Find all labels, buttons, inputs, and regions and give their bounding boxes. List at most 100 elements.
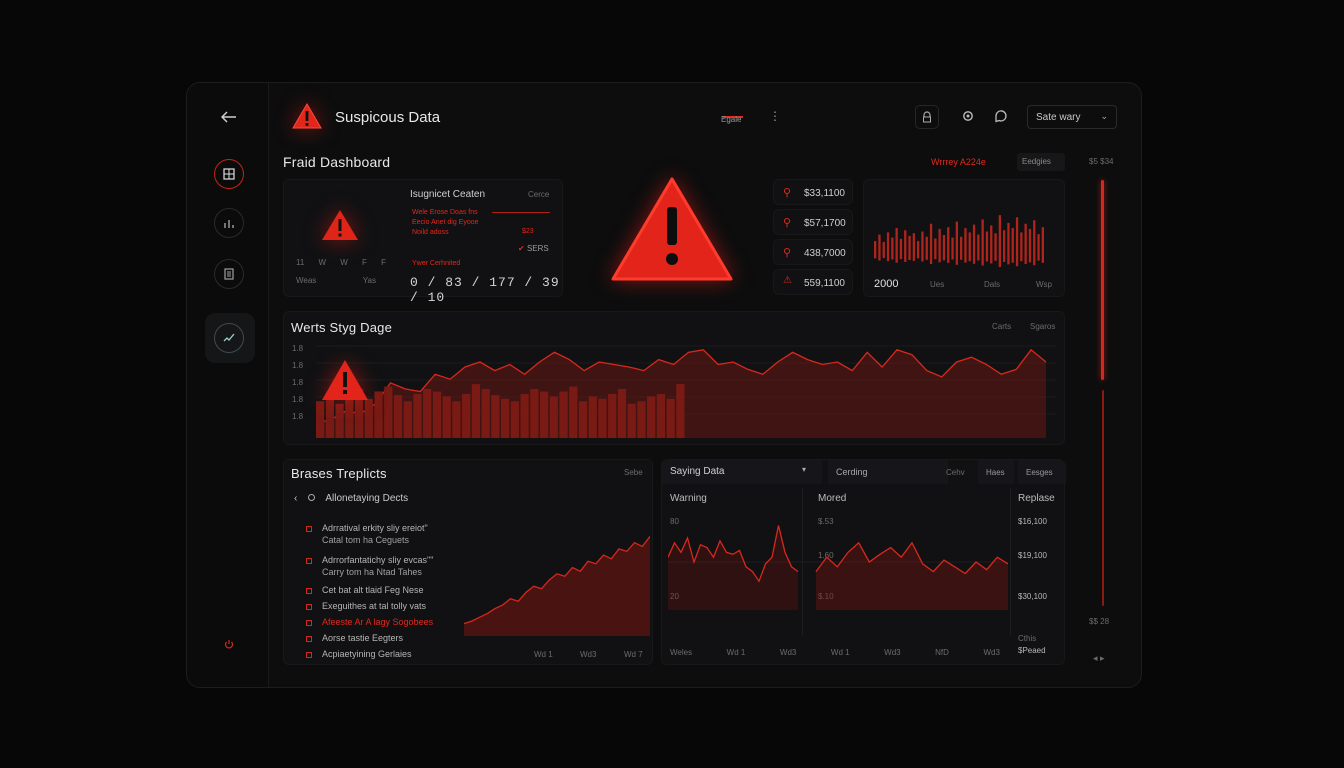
stat-row[interactable]: ⚲ $33,1100 — [773, 179, 853, 205]
check-icon: ✔ — [518, 244, 525, 253]
gear-icon[interactable] — [961, 109, 975, 128]
group-toggle[interactable]: ‹ Allonetaying Dects — [294, 493, 408, 504]
pager-arrows-icon[interactable]: ◂ ▸ — [1093, 653, 1105, 663]
bars-label: Ues — [930, 280, 945, 289]
day-label: W — [340, 258, 348, 267]
breach-series-line — [464, 536, 650, 625]
sort-select[interactable]: Sate wary ⌄ — [1027, 105, 1117, 129]
y-tick: 1.8 — [292, 344, 304, 353]
lock-icon[interactable] — [915, 105, 939, 129]
list-item[interactable]: Cet bat alt tlaid Feg Nese — [306, 584, 424, 596]
checkbox-icon[interactable] — [306, 557, 312, 564]
alert-icon: ⚠ — [783, 275, 792, 286]
sidebar-item-analytics[interactable] — [214, 208, 244, 238]
sidebar-item-reports[interactable] — [214, 259, 244, 289]
list-item[interactable]: Adrratival erkity sliy ereiot" Catal tom … — [306, 522, 428, 546]
bars-label: Dals — [984, 280, 1001, 289]
bar — [951, 237, 954, 260]
chart-bar — [539, 391, 549, 438]
checkbox-icon[interactable] — [306, 603, 312, 610]
chevron-down-icon: ▾ — [802, 465, 807, 474]
chart-bar — [354, 389, 364, 438]
more-icon[interactable]: ⋮ — [769, 109, 781, 123]
x-label: Wd3 — [779, 648, 797, 657]
check-label: SERS — [526, 244, 549, 253]
warning-series-area — [668, 525, 798, 610]
sidebar-item-activity[interactable] — [214, 323, 244, 353]
document-icon — [224, 268, 234, 280]
corner-label: $5 $34 — [1089, 157, 1114, 166]
bar — [942, 234, 946, 261]
bar — [964, 228, 967, 263]
x-label: Wd 1 — [726, 648, 746, 657]
bar — [912, 233, 915, 261]
list-item[interactable]: Aorse tastie Eegters — [306, 632, 403, 644]
y-tick: 1.8 — [292, 412, 304, 421]
stat-value: 559,1100 — [804, 278, 845, 289]
list-item[interactable]: Adrrorfantatichy sliy evcas"" Carry tom h… — [306, 554, 433, 578]
bar — [908, 235, 911, 261]
status-badge[interactable]: Eedgies — [1017, 153, 1065, 171]
chart-bar — [569, 386, 578, 438]
tab-cerding[interactable]: Cerding — [828, 460, 948, 484]
saying-panel: Saying Data ▾ Cerding Cehv Haes Eesges W… — [661, 459, 1066, 665]
y-tick: 1.60 — [818, 551, 834, 560]
scroll-thumb[interactable] — [1101, 180, 1104, 380]
dashboard-title: Fraid Dashboard — [283, 154, 391, 170]
list-item-title: Afeeste Ar A lagy Sogobees — [322, 617, 434, 627]
sidebar-item-dashboard[interactable] — [214, 159, 244, 189]
checkbox-icon[interactable] — [306, 587, 312, 594]
bar — [1033, 220, 1036, 266]
list-item-subtitle: Catal tom ha Ceguets — [322, 535, 410, 545]
warning-status: Wrrrey A224e — [931, 157, 986, 167]
checkbox-icon[interactable] — [306, 619, 312, 626]
chart-bar — [393, 395, 403, 438]
bar — [1024, 223, 1027, 265]
checkbox-icon[interactable] — [306, 635, 312, 642]
back-arrow-icon[interactable] — [214, 102, 244, 132]
checkbox-icon[interactable] — [306, 651, 312, 658]
bar — [998, 215, 1001, 267]
bar — [904, 230, 907, 262]
sidebar-item-settings[interactable] — [214, 629, 244, 659]
bar — [972, 224, 976, 264]
tab-indicator — [723, 116, 743, 118]
stat-row[interactable]: ⚲ $57,1700 — [773, 209, 853, 235]
bar — [925, 236, 928, 260]
tab-egale[interactable]: Egale — [721, 115, 742, 124]
stat-row[interactable]: ⚠ 559,1100 — [773, 269, 853, 295]
list-item[interactable]: Exeguithes at tal tolly vats — [306, 600, 426, 612]
breach-series-area — [464, 536, 650, 636]
value: $30,100 — [1018, 592, 1047, 601]
scroll-label: $$ 28 — [1089, 617, 1110, 626]
bar — [1003, 230, 1006, 262]
breaches-panel: Brases Treplicts Sebe ‹ Allonetaying Dec… — [283, 459, 653, 665]
scroll-rail[interactable] — [1102, 390, 1104, 606]
chart-bar — [666, 398, 675, 438]
card-corner[interactable]: Cerce — [528, 190, 550, 199]
sidebar — [187, 83, 269, 687]
saying-title-bar[interactable]: Saying Data ▾ — [662, 460, 822, 484]
chart-bar — [374, 391, 383, 438]
breaches-corner[interactable]: Sebe — [624, 468, 643, 477]
list-item[interactable]: Acpiaetyining Gerlaies — [306, 648, 412, 660]
tab-haes[interactable]: Haes — [978, 460, 1014, 484]
x-label: Wd3 — [884, 648, 901, 657]
chart-link[interactable]: Sgaros — [1030, 322, 1056, 331]
chart-link[interactable]: Carts — [992, 322, 1012, 331]
chart-bar — [335, 403, 344, 438]
tab-cehv[interactable]: Cehv — [946, 468, 965, 477]
tab-eesges[interactable]: Eesges — [1018, 460, 1066, 484]
bar — [878, 234, 881, 261]
breaches-title: Brases Treplicts — [291, 466, 387, 481]
stat-row[interactable]: ⚲ 438,7000 — [773, 239, 853, 265]
chart-bar — [325, 396, 334, 438]
value: $16,100 — [1018, 517, 1047, 526]
list-item[interactable]: Afeeste Ar A lagy Sogobees — [306, 616, 433, 628]
chat-icon[interactable] — [994, 109, 1008, 128]
chart-bar — [481, 389, 490, 438]
chart-bar — [578, 401, 588, 438]
checkbox-icon[interactable] — [306, 525, 312, 532]
bar — [934, 238, 937, 260]
chart-bar — [316, 401, 325, 438]
